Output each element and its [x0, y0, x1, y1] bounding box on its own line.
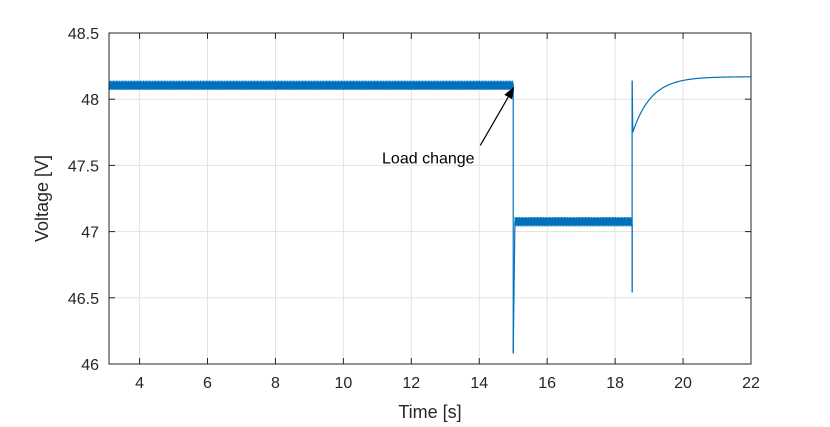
x-tick-label: 18 [606, 375, 624, 392]
series-noise-band [514, 216, 633, 227]
series-noise-fill [109, 81, 514, 89]
x-tick-label: 12 [402, 375, 420, 392]
y-tick-label: 46 [81, 357, 99, 374]
series-voltage [108, 76, 752, 354]
x-tick-label: 8 [271, 375, 280, 392]
load-change-arrow-head [504, 86, 515, 100]
series-transient [512, 221, 516, 354]
series-transient [631, 80, 634, 133]
x-tick-label: 6 [203, 375, 212, 392]
x-tick-label: 14 [470, 375, 488, 392]
load-change-arrow [479, 96, 509, 146]
x-tick-label: 16 [538, 375, 556, 392]
y-tick-label: 46.5 [68, 291, 99, 308]
series-noise-fill [514, 218, 633, 226]
x-axis-label: Time [s] [398, 402, 461, 422]
y-tick-label: 48.5 [68, 26, 99, 43]
y-tick-label: 48 [81, 92, 99, 109]
load-change-label: Load change [382, 150, 475, 167]
series-recovery-curve [632, 76, 752, 133]
x-tick-label: 20 [674, 375, 692, 392]
y-axis-label: Voltage [V] [32, 155, 52, 242]
y-tick-label: 47.5 [68, 158, 99, 175]
x-tick-label: 10 [334, 375, 352, 392]
y-tick-label: 47 [81, 225, 99, 242]
x-tick-label: 4 [135, 375, 144, 392]
plot-frame [108, 32, 752, 365]
annotations: Load change [382, 86, 515, 167]
x-tick-label: 22 [742, 375, 760, 392]
